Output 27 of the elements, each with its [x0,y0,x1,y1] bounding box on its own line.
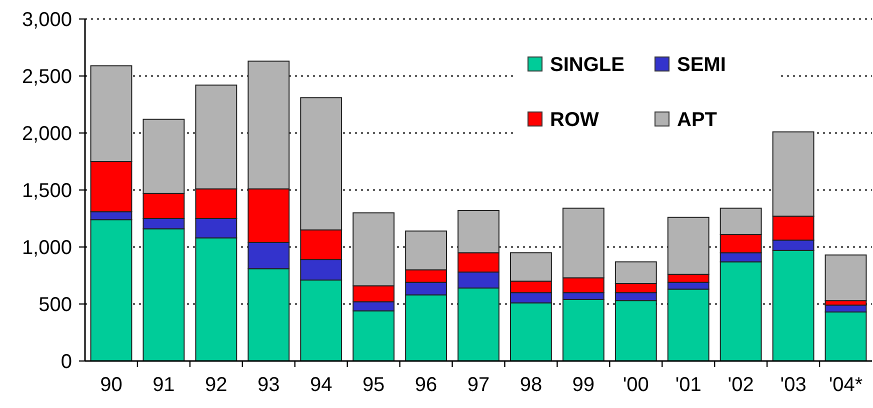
y-tick-label: 1,500 [22,180,72,202]
y-tick-label: 2,500 [22,66,72,88]
legend-label: SEMI [677,54,726,76]
x-tick-label: '04* [828,374,863,396]
x-tick-label: 94 [310,374,332,396]
x-tick-label: 97 [467,374,490,396]
x-tick-label: 95 [362,374,385,396]
y-tick-label: 3,000 [22,9,72,31]
x-tick-label: 91 [152,374,175,396]
x-tick-label: '00 [622,374,649,396]
legend-label: SINGLE [550,54,624,76]
x-tick-label: '02 [728,374,754,396]
x-tick-label: 92 [205,374,228,396]
legend-label: ROW [550,109,599,131]
legend-label: APT [677,109,717,131]
x-tick-label: 90 [100,374,122,396]
x-tick-label: 93 [258,374,280,396]
x-tick-label: 96 [414,374,438,396]
x-tick-label: '03 [780,374,806,396]
x-tick-label: '01 [675,374,702,396]
bar [824,254,867,302]
y-tick-label: 2,000 [22,123,72,145]
y-tick-label: 1,000 [22,237,72,259]
x-tick-label: 98 [520,374,542,396]
x-tick-label: 99 [572,374,595,396]
y-tick-label: 0 [60,351,72,373]
y-tick-label: 500 [38,294,72,316]
